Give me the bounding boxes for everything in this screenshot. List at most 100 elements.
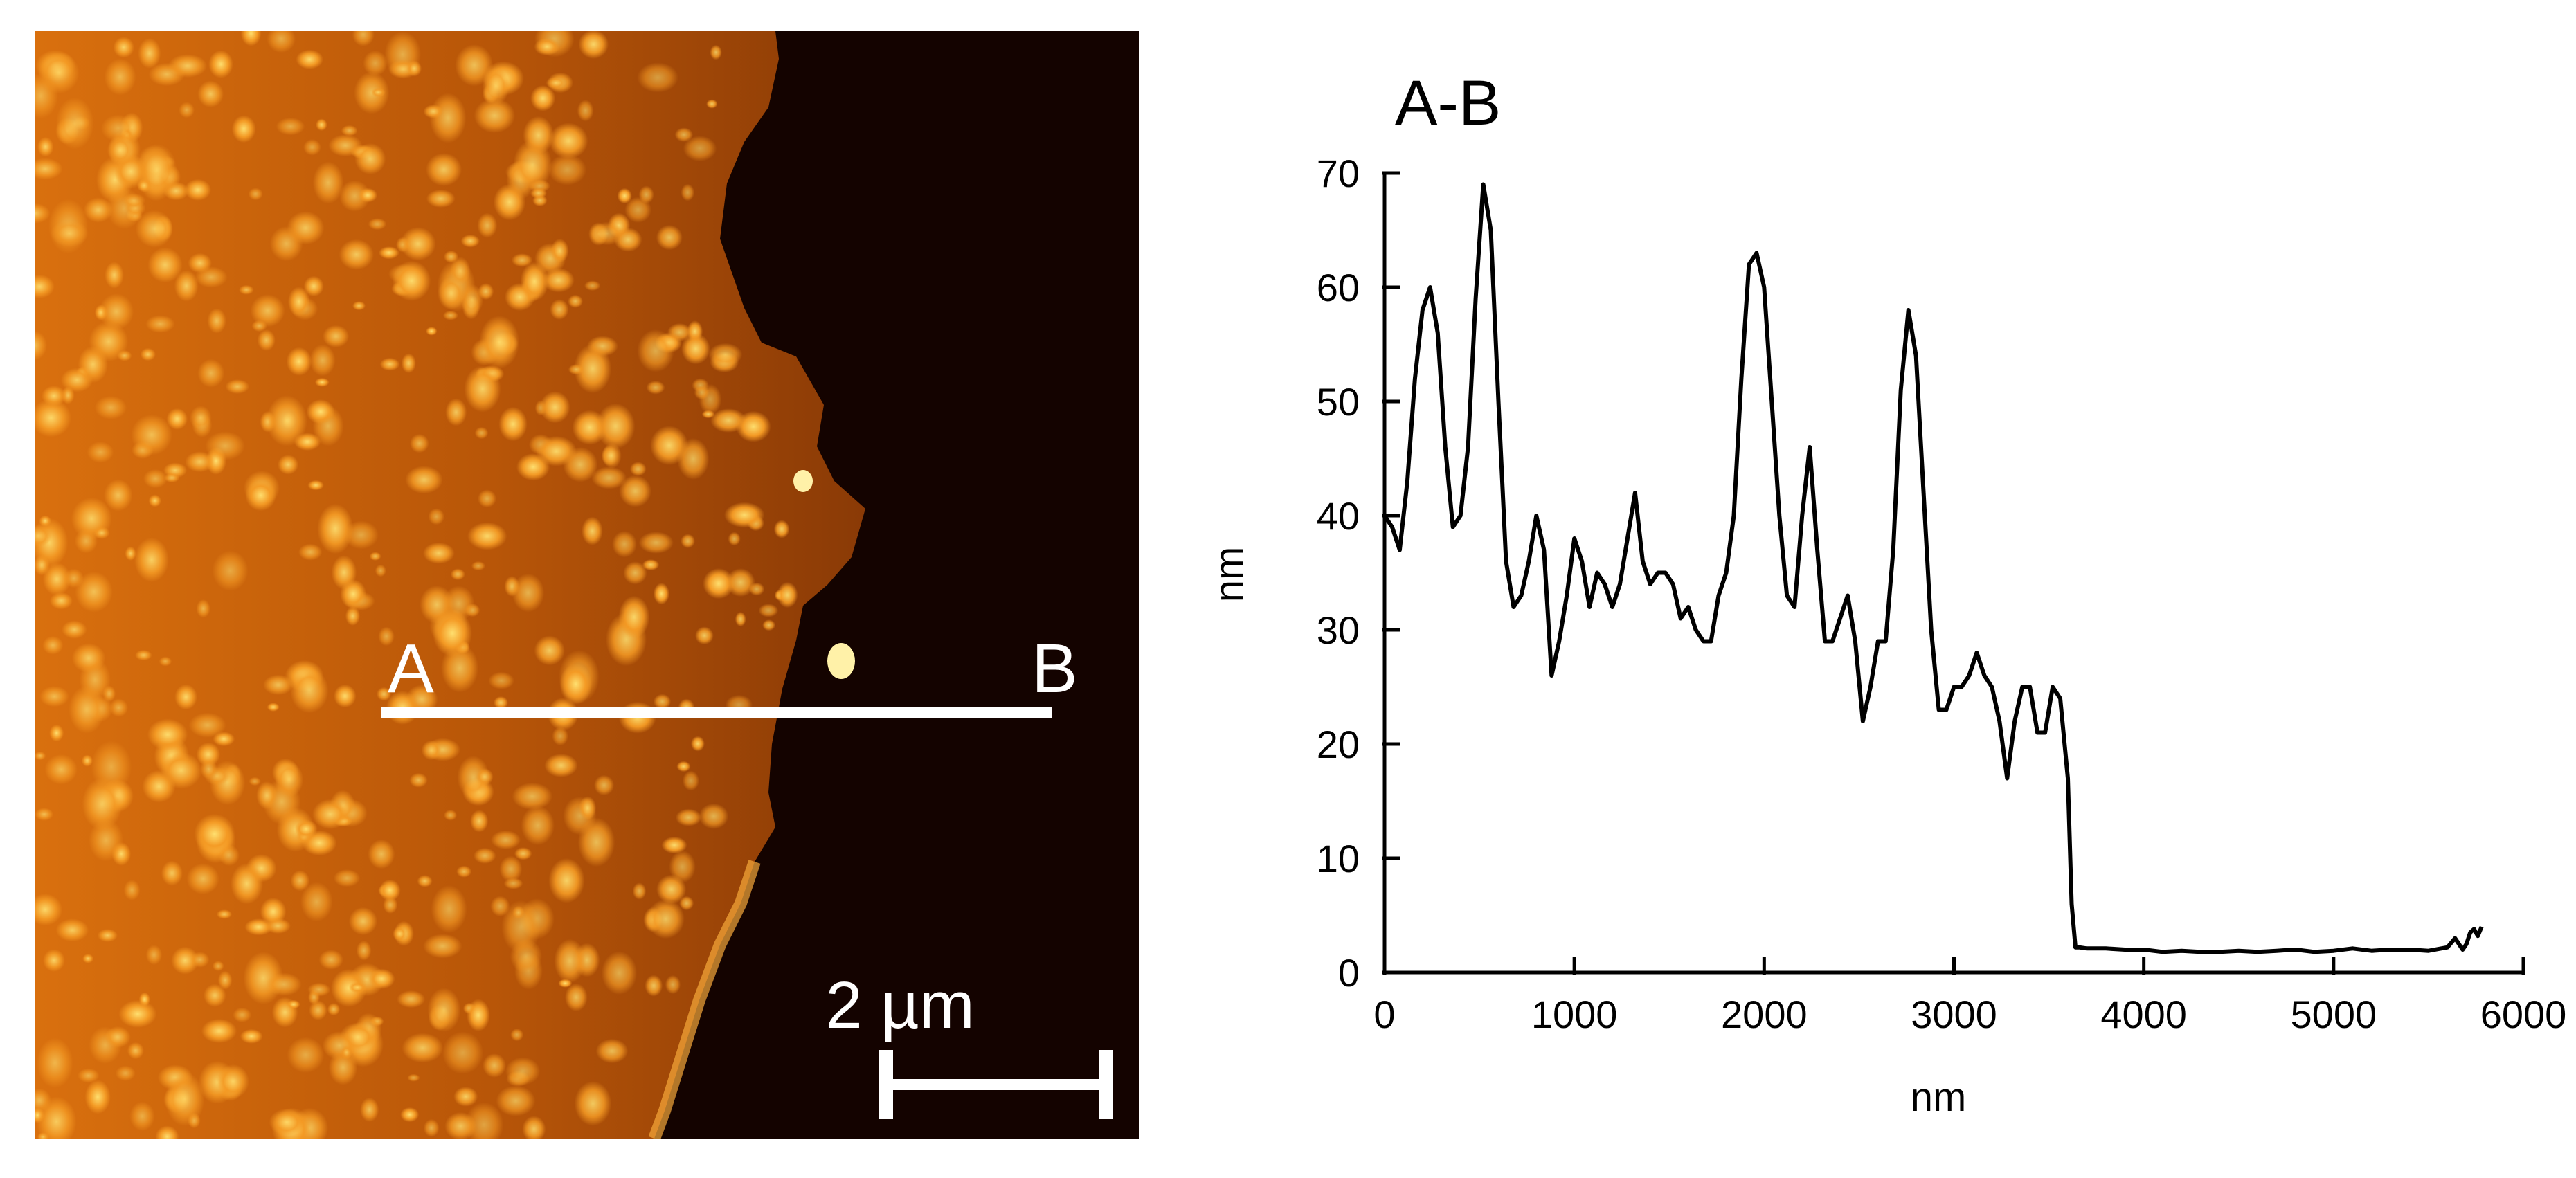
x-tick-label: 1000: [1531, 993, 1618, 1036]
x-axis-label: nm: [1911, 1075, 1967, 1120]
afm-grain: [681, 183, 695, 201]
afm-grain: [184, 179, 211, 201]
afm-grain: [602, 442, 622, 469]
afm-grain: [521, 805, 555, 846]
afm-grain: [250, 294, 285, 327]
afm-grain: [682, 770, 700, 791]
afm-grain: [530, 85, 556, 111]
afm-grain: [287, 999, 300, 1009]
afm-grain: [360, 1097, 379, 1122]
afm-grain: [294, 433, 321, 451]
afm-grain: [316, 118, 327, 131]
afm-grain: [665, 975, 681, 995]
afm-grain: [127, 1042, 144, 1060]
height-profile-svg: A-B nm nm 0 10 20 30 40 50 60 70 0 1000 2000 3000 40…: [1207, 68, 2566, 1120]
afm-grain: [577, 100, 594, 122]
afm-grain: [77, 1068, 100, 1083]
afm-grain: [578, 29, 609, 59]
afm-grain: [409, 772, 428, 788]
afm-grain: [248, 188, 263, 201]
afm-grain: [613, 227, 642, 252]
afm-grain: [148, 494, 161, 507]
afm-grain: [356, 940, 372, 961]
afm-grain: [74, 528, 98, 554]
afm-grain: [512, 782, 553, 810]
afm-grain: [306, 399, 335, 424]
afm-grain: [208, 50, 233, 78]
afm-grain: [341, 1045, 352, 1060]
y-tick-label: 20: [1317, 723, 1360, 766]
afm-grain: [334, 684, 357, 708]
afm-grain: [264, 918, 291, 934]
afm-grain: [455, 44, 494, 87]
afm-grain: [550, 239, 569, 263]
afm-grain: [185, 451, 215, 473]
afm-grain: [190, 952, 210, 968]
afm-grain: [703, 568, 735, 599]
afm-grain: [465, 1102, 504, 1148]
afm-grain: [409, 433, 429, 453]
afm-grain: [136, 144, 177, 197]
afm-grain: [368, 839, 395, 869]
height-profile-chart: A-B nm nm 0 10 20 30 40 50 60 70 0 1000 2000 3000 40…: [1177, 0, 2576, 1175]
afm-grain: [407, 1073, 420, 1082]
afm-grain: [574, 1081, 612, 1126]
afm-grain: [87, 441, 114, 463]
afm-grain: [593, 774, 615, 796]
afm-grain: [33, 554, 50, 576]
afm-grain: [619, 475, 651, 507]
afm-grain: [456, 865, 472, 878]
afm-grain: [577, 817, 615, 867]
afm-grain: [379, 879, 401, 902]
afm-grain: [653, 583, 670, 605]
afm-grain: [536, 435, 577, 466]
afm-grain: [275, 761, 304, 798]
afm-grain: [584, 280, 601, 291]
afm-grain: [217, 1064, 249, 1098]
afm-grain: [257, 329, 276, 351]
afm-grain: [269, 226, 303, 262]
afm-grain: [131, 414, 172, 455]
afm-grain: [99, 293, 134, 330]
afm-grain: [694, 385, 710, 400]
profile-label-a: A: [388, 630, 434, 707]
afm-grain: [55, 918, 89, 942]
afm-grain: [159, 656, 172, 667]
afm-grain: [218, 844, 240, 867]
afm-grain: [445, 398, 467, 426]
afm-grain: [339, 239, 374, 270]
afm-grain: [30, 399, 71, 437]
afm-grain: [145, 945, 163, 965]
afm-grain: [49, 724, 64, 742]
afm-grain: [428, 508, 445, 525]
afm-grain: [34, 751, 46, 761]
afm-grain: [125, 546, 136, 561]
afm-grain: [656, 224, 683, 251]
afm-grain: [582, 516, 603, 545]
afm-grain: [591, 466, 627, 489]
x-tick-label: 3000: [1911, 993, 1997, 1036]
afm-grain: [699, 803, 729, 829]
afm-grain: [244, 918, 273, 936]
afm-grain: [174, 684, 197, 710]
afm-grain: [646, 381, 665, 395]
afm-grain: [405, 466, 443, 494]
afm-grain: [266, 395, 307, 446]
afm-grain: [674, 127, 694, 142]
afm-grain: [548, 154, 587, 185]
afm-grain: [483, 1053, 506, 1078]
afm-grain: [138, 38, 161, 69]
afm-grain: [239, 284, 254, 295]
afm-grain: [94, 395, 127, 420]
afm-grain: [401, 353, 416, 374]
afm-grain: [617, 188, 632, 204]
afm-grain: [512, 905, 525, 920]
afm-grain: [97, 929, 118, 942]
afm-grain: [147, 247, 183, 283]
afm-grain: [701, 410, 715, 419]
afm-grain: [544, 754, 578, 777]
afm-grain: [163, 473, 180, 483]
afm-grain: [212, 550, 249, 591]
afm-grain: [369, 552, 381, 561]
afm-grain: [39, 515, 51, 527]
